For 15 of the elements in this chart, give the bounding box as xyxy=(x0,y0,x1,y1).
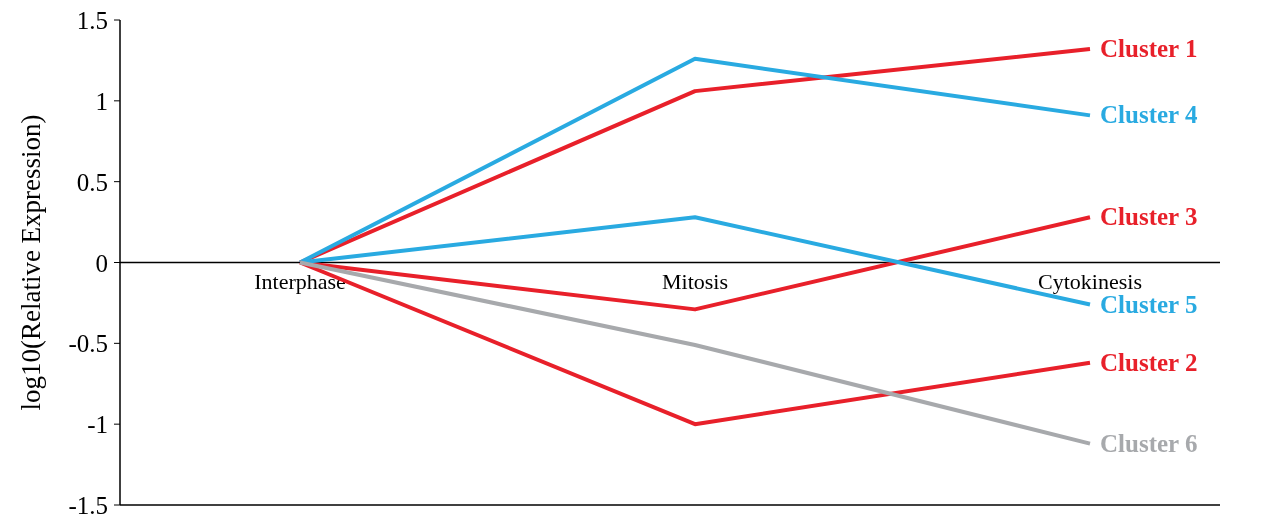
series-label: Cluster 1 xyxy=(1100,35,1198,63)
y-tick-label: 0.5 xyxy=(76,168,108,196)
y-tick-label: -1 xyxy=(87,411,108,439)
series-label: Cluster 2 xyxy=(1100,348,1198,376)
y-tick-label: 0 xyxy=(95,249,108,277)
series-label: Cluster 6 xyxy=(1100,429,1198,457)
x-tick-label: Interphase xyxy=(254,268,346,294)
y-tick-label: -0.5 xyxy=(68,330,108,358)
y-axis-title: log10(Relative Expression) xyxy=(16,114,46,411)
x-tick-label: Mitosis xyxy=(661,268,729,294)
y-tick-label: 1 xyxy=(95,87,108,115)
series-label: Cluster 4 xyxy=(1100,101,1198,129)
y-tick-label: -1.5 xyxy=(68,492,108,519)
series-label: Cluster 3 xyxy=(1100,203,1198,231)
y-tick-label: 1.5 xyxy=(76,7,108,34)
